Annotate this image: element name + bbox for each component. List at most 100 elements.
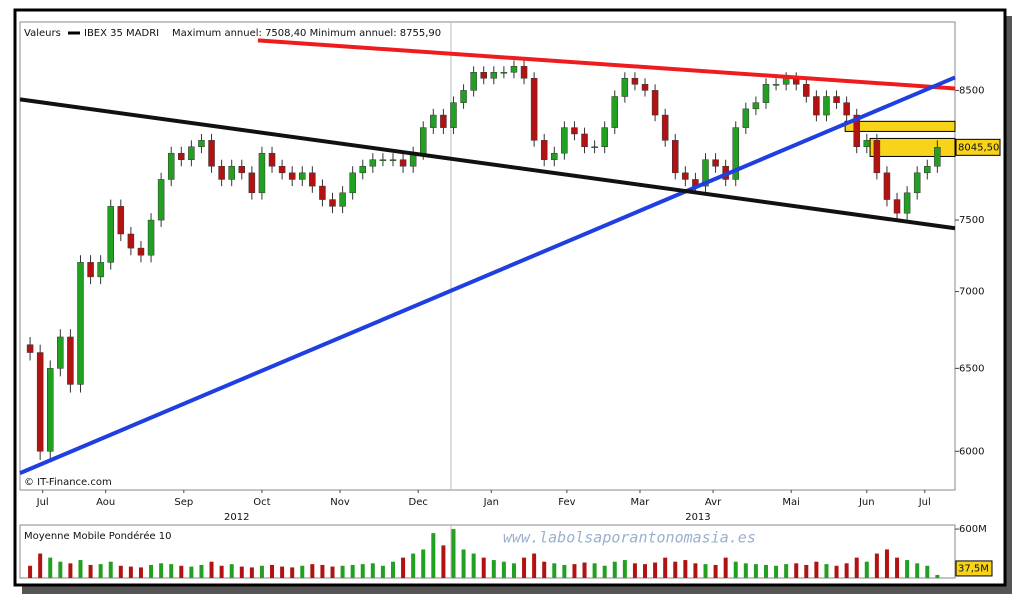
candle-body (913, 172, 921, 194)
volume-bar (612, 561, 617, 578)
candle-body (772, 84, 780, 86)
candle-body (440, 114, 447, 128)
x-tick-label: Mai (782, 497, 800, 508)
volume-bar (491, 560, 496, 578)
volume-bar (270, 564, 275, 578)
volume-bar (28, 565, 33, 578)
candle-body (137, 247, 145, 256)
candle-body (621, 78, 629, 97)
candle-body (36, 352, 44, 452)
volume-bar (340, 565, 345, 578)
volume-bar (562, 564, 567, 578)
trendline (19, 75, 956, 475)
volume-bar (280, 566, 285, 578)
volume-bar (743, 563, 748, 578)
volume-bar (925, 565, 930, 578)
volume-bar (532, 553, 537, 578)
trendline (19, 97, 956, 231)
volume-bar (834, 565, 839, 578)
candle-body (278, 165, 286, 174)
candle-body (57, 336, 64, 369)
candle-body (127, 233, 135, 249)
volume-bar (320, 564, 325, 578)
candle-body (359, 165, 366, 174)
volume-bar (108, 561, 113, 578)
volume-bar (582, 562, 587, 578)
volume-bar (884, 549, 889, 578)
volume-bar (431, 533, 436, 578)
candle-body (833, 96, 840, 103)
volume-bar (703, 564, 708, 578)
volume-bar (935, 574, 940, 578)
volume-bar (643, 564, 648, 578)
last-value-label: 8045,50 (958, 142, 999, 153)
volume-bar (380, 565, 385, 578)
source: © IT-Finance.com (24, 477, 112, 488)
volume-bar (824, 564, 829, 578)
candle-body (208, 140, 215, 167)
candle-body (117, 206, 125, 235)
candle-body (762, 84, 770, 103)
volume-bar (461, 549, 466, 578)
candle-body (349, 172, 356, 194)
volume-bar (552, 563, 557, 578)
candle-body (571, 127, 578, 135)
volume-bar (673, 561, 678, 578)
candle-body (419, 127, 427, 154)
candle-body (228, 165, 235, 180)
candle-body (258, 152, 266, 194)
volume-bar (774, 565, 779, 578)
volume-bar (411, 553, 416, 578)
candle-body (803, 84, 810, 97)
candle-body (430, 114, 437, 128)
y-tick-label: 7000 (959, 287, 984, 298)
y-tick-label: 7500 (959, 215, 984, 226)
candle-body (732, 127, 739, 180)
volume-bar (572, 564, 577, 578)
candle-body (46, 368, 54, 452)
candle-body (309, 172, 316, 187)
candle-body (379, 159, 387, 161)
volume-bar (733, 561, 738, 578)
volume-bar (713, 564, 718, 578)
x-tick-label: Oct (253, 497, 270, 508)
volume-bar (632, 563, 637, 578)
candle-body (661, 114, 669, 141)
volume-bar (844, 563, 849, 578)
candle-body (147, 219, 155, 256)
candle-body (712, 159, 719, 167)
candle-body (107, 206, 114, 263)
candle-body (641, 84, 649, 91)
candle-body (782, 78, 790, 85)
x-tick-label: Jul (36, 497, 49, 508)
candle-body (450, 102, 457, 128)
candle-body (399, 159, 407, 167)
volume-bar (663, 557, 668, 578)
candle-body (883, 172, 891, 200)
volume-bar (542, 561, 547, 578)
volume-bar (471, 553, 476, 578)
volume-bar (481, 557, 486, 578)
volume-bar (784, 564, 789, 578)
volume-bar (360, 564, 365, 578)
candle-body (490, 72, 498, 79)
volume-title: Moyenne Mobile Pondérée 10 (24, 530, 172, 542)
candle-body (510, 66, 518, 73)
y-tick-label: 8500 (959, 85, 984, 96)
volume-bar (874, 553, 879, 578)
y-tick-label: 6000 (959, 446, 984, 457)
volume-tick-label: 600M (959, 524, 987, 535)
candle-body (67, 336, 74, 385)
candle-body (591, 146, 598, 149)
x-tick-label: Dec (409, 497, 428, 508)
volume-bar (350, 564, 355, 578)
volume-bar (310, 564, 315, 578)
volume-bar (441, 545, 446, 578)
volume-bar (38, 553, 43, 578)
zone (844, 120, 956, 132)
volume-bar (169, 564, 174, 578)
candle-body (752, 102, 760, 110)
candle-body (651, 90, 659, 116)
candle-body (843, 102, 850, 116)
